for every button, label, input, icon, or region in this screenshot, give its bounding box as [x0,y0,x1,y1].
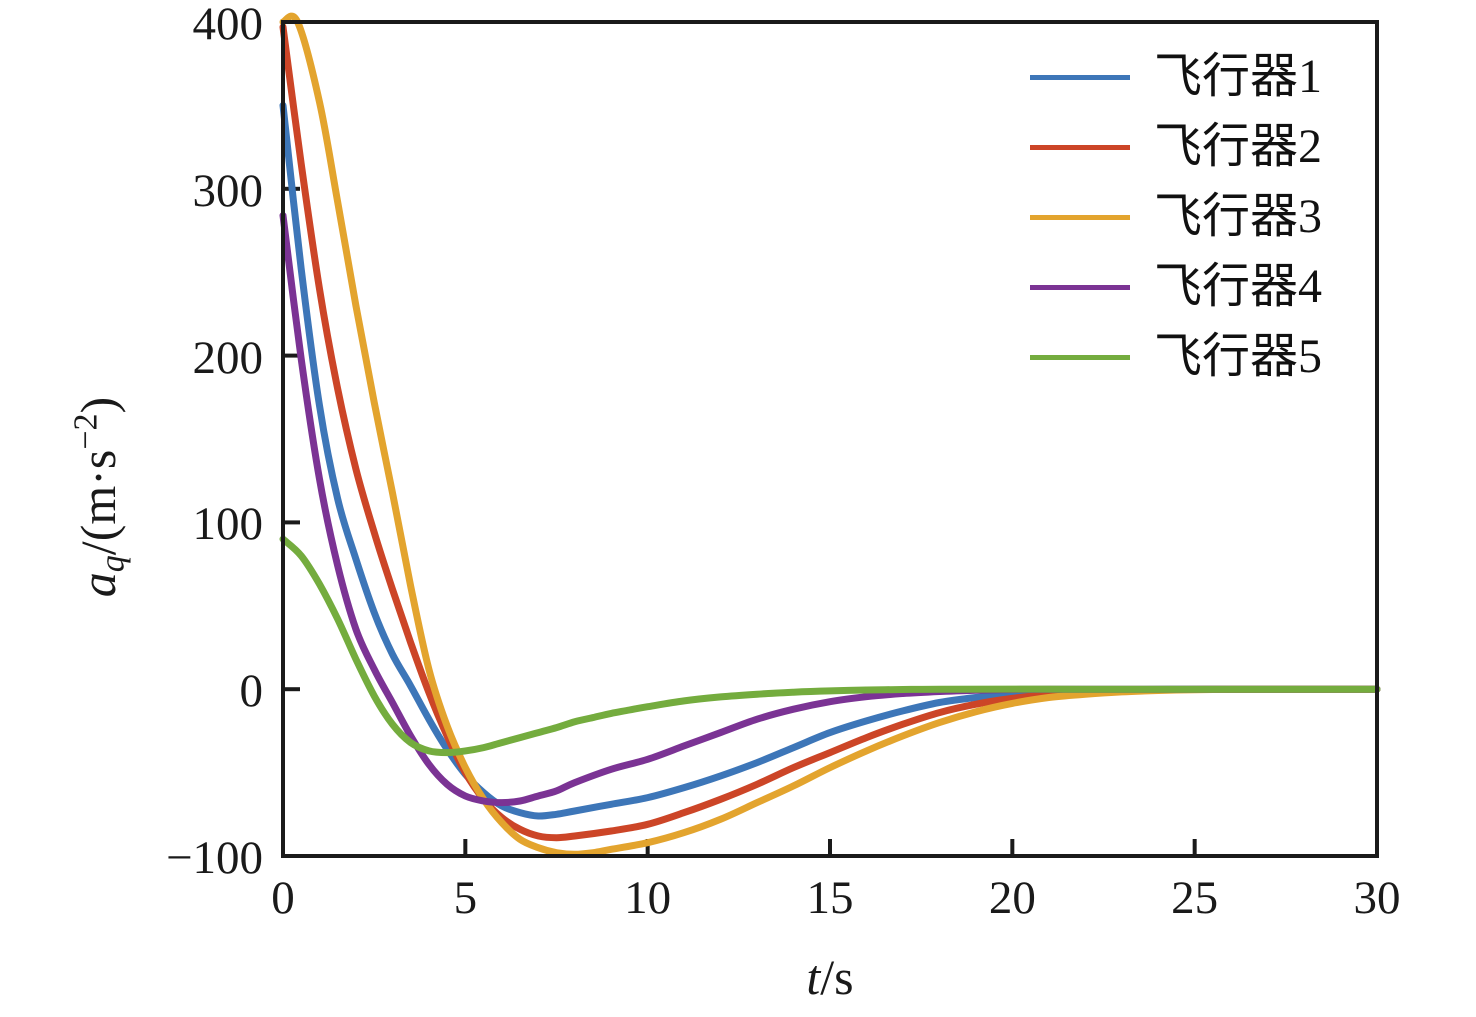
legend-item: 飞行器5 [1030,322,1322,392]
x-tick-label: 10 [624,872,672,924]
x-axis-label-unit: /s [820,949,854,1005]
legend-line-swatch [1030,214,1130,220]
legend-label: 飞行器2 [1154,120,1323,173]
y-axis-label-subscript: q [94,555,132,573]
y-axis-label-close: ) [70,396,127,414]
x-tick-label: 20 [988,872,1036,924]
x-tick-label: 30 [1353,872,1401,924]
x-tick-label: 0 [271,872,295,924]
legend-item: 飞行器4 [1030,252,1322,322]
legend-item: 飞行器2 [1030,112,1322,182]
y-tick-label: 100 [192,498,264,551]
legend-label: 飞行器5 [1154,330,1323,383]
y-tick-label: 300 [192,164,264,217]
legend: 飞行器1 飞行器2 飞行器3 飞行器4 飞行器5 [1030,42,1322,392]
y-axis-label-variable: a [70,572,127,598]
legend-line-swatch [1030,74,1130,80]
legend-label: 飞行器3 [1154,190,1323,243]
series-curve-3 [279,12,1381,858]
plot-border [281,20,1379,858]
legend-item: 飞行器1 [1030,42,1322,112]
x-axis-label-variable: t [806,949,821,1005]
legend-label: 飞行器4 [1154,260,1323,313]
x-tick-label: 5 [453,872,478,924]
y-tick-label: 400 [192,0,264,50]
y-axis-label: aq/(m·s−2) [67,397,132,597]
legend-line-swatch [1030,354,1130,360]
y-tick-label: 0 [239,665,264,718]
legend-line-swatch [1030,144,1130,150]
legend-line-swatch [1030,284,1130,290]
x-tick-label: 15 [806,872,854,924]
x-tick-label: 25 [1171,872,1219,924]
legend-label: 飞行器1 [1154,50,1323,103]
y-tick-label: 200 [192,331,264,384]
y-tick-label: −100 [165,832,263,884]
y-axis-label-exponent: −2 [67,413,105,450]
x-axis-label: t/s [806,948,853,1006]
legend-item: 飞行器3 [1030,182,1322,252]
series-curve-5 [279,535,1381,757]
